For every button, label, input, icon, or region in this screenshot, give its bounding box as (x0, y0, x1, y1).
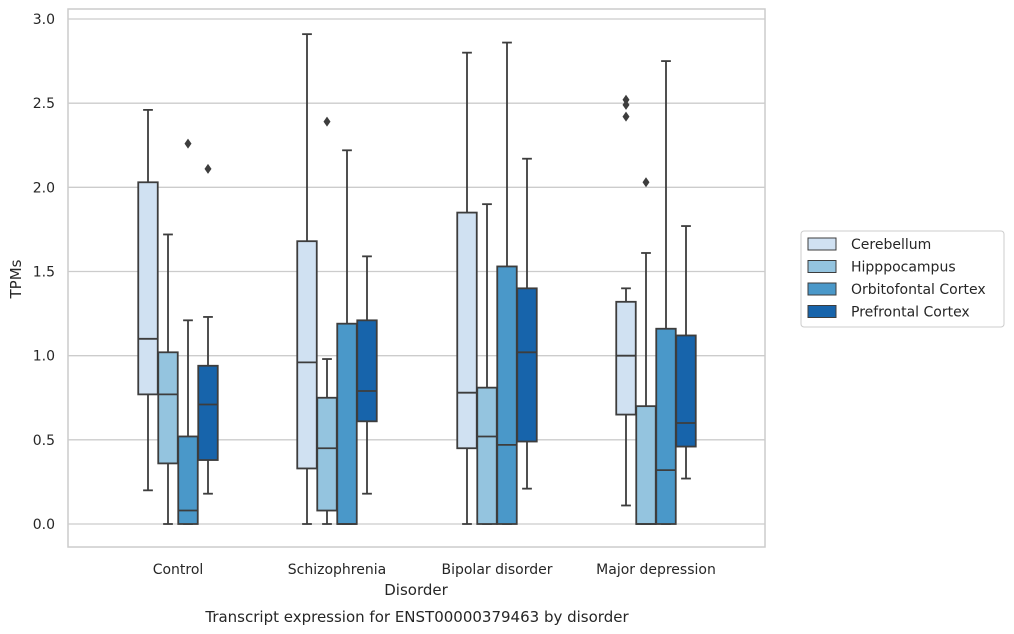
y-tick-label: 0.5 (33, 433, 55, 449)
legend-label: Prefrontal Cortex (851, 305, 970, 321)
box-3-2 (516, 157, 538, 490)
legend: Cerebellum Hipppocampus Orbitofontal Corte… (800, 230, 1005, 328)
outlier-point (622, 94, 630, 105)
box-iqr (496, 265, 518, 525)
box-iqr (356, 319, 378, 423)
legend-swatch (807, 305, 837, 318)
y-tick-labels: 0.0 0.5 1.0 1.5 2.0 2.5 3.0 (33, 12, 55, 533)
y-tick-label: 1.5 (33, 265, 55, 281)
outlier-point (622, 99, 630, 110)
box-3-1 (356, 255, 378, 495)
box-iqr (516, 287, 538, 443)
y-axis-label: TPMs (7, 259, 25, 299)
legend-label: Hipppocampus (851, 260, 956, 276)
outlier-point (622, 111, 630, 122)
box-2-1 (336, 149, 358, 525)
box-iqr (316, 396, 338, 512)
legend-frame (800, 230, 1005, 328)
box-iqr (157, 351, 179, 465)
box-iqr (456, 211, 478, 450)
box-iqr (137, 181, 159, 396)
box-2-0 (177, 138, 199, 525)
box-1-0 (157, 233, 179, 525)
plot-frame (67, 8, 766, 548)
box-iqr (336, 322, 358, 525)
x-tick-label: Control (153, 562, 204, 578)
box-0-1 (296, 33, 318, 525)
y-tick-label: 0.0 (33, 517, 55, 533)
x-tick-label: Major depression (596, 562, 716, 578)
outlier-point (204, 163, 212, 174)
box-0-0 (137, 109, 159, 492)
box-series (137, 33, 697, 525)
y-tick-label: 3.0 (33, 12, 55, 28)
box-iqr (615, 300, 637, 416)
x-tick-label: Schizophrenia (288, 562, 386, 578)
x-axis-label: Disorder (384, 581, 448, 599)
box-0-3 (615, 94, 637, 507)
box-iqr (296, 240, 318, 470)
box-iqr (177, 435, 199, 525)
box-3-3 (675, 225, 697, 480)
y-tick-label: 2.5 (33, 96, 55, 112)
outlier-point (184, 138, 192, 149)
box-iqr (635, 405, 657, 525)
x-tick-labels: Control Schizophrenia Bipolar disorder Majo… (153, 562, 716, 578)
box-iqr (655, 327, 677, 525)
legend-label: Orbitofontal Cortex (851, 282, 986, 298)
chart-caption: Transcript expression for ENST0000037946… (204, 608, 629, 626)
legend-swatch (807, 237, 837, 251)
x-tick-label: Bipolar disorder (441, 562, 552, 578)
outlier-point (642, 177, 650, 188)
box-1-2 (476, 203, 498, 525)
legend-label: Cerebellum (851, 237, 931, 253)
legend-swatch (807, 260, 837, 273)
box-iqr (476, 386, 498, 525)
box-0-2 (456, 51, 478, 525)
y-tick-label: 1.0 (33, 349, 55, 365)
box-3-0 (197, 163, 219, 495)
legend-swatch (807, 282, 837, 296)
box-iqr (197, 364, 219, 461)
outlier-point (323, 116, 331, 127)
box-iqr (675, 334, 697, 448)
y-tick-label: 2.0 (33, 180, 55, 196)
